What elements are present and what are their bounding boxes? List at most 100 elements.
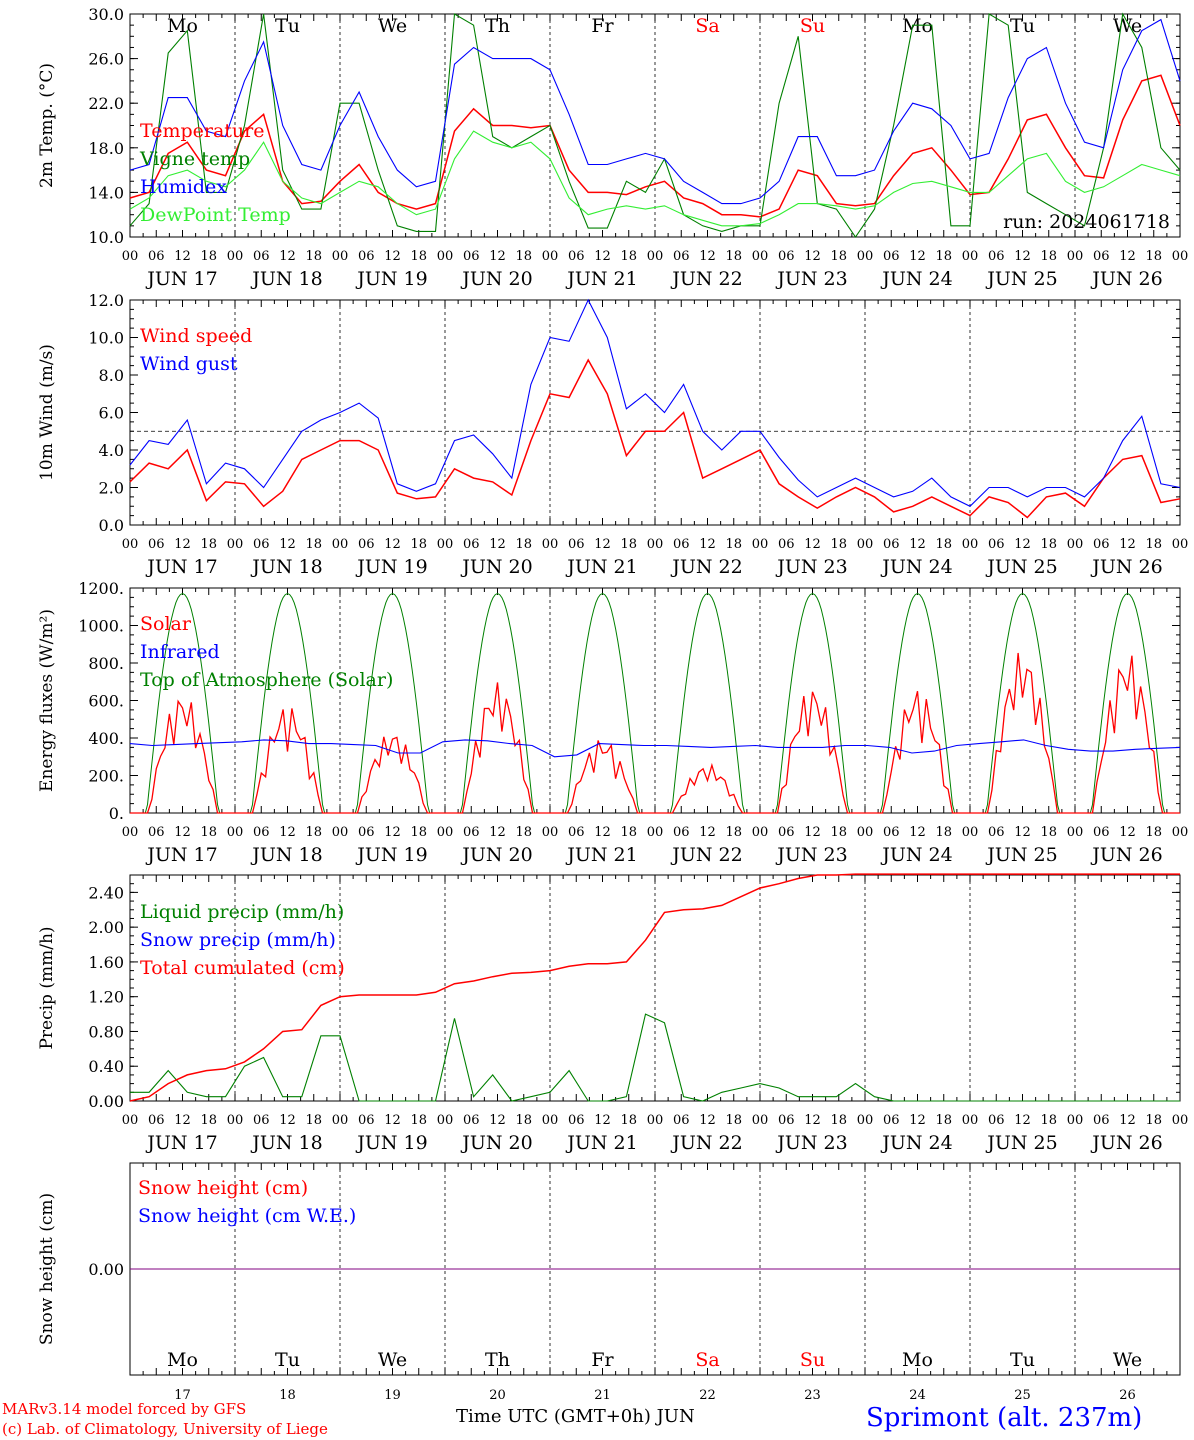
day-label: JUN 22: [670, 556, 742, 578]
lab-credit: (c) Lab. of Climatology, University of L…: [2, 1420, 328, 1438]
day-label: JUN 17: [145, 844, 217, 866]
hour-tick-label: 00: [647, 1113, 664, 1128]
hour-tick-label: 06: [253, 1113, 270, 1128]
weekday-label: Th: [485, 15, 510, 37]
hour-tick-label: 18: [725, 825, 742, 840]
day-label: JUN 21: [565, 1132, 637, 1154]
legend-item: Infrared: [140, 641, 220, 663]
panel-4: 0.00 0.40 0.80 1.20 1.60 2.00 2.40 Precip (mm/h…: [37, 873, 1188, 1154]
day-label: JUN 17: [145, 268, 217, 290]
hour-tick-label: 12: [384, 537, 401, 552]
hour-tick-label: 12: [594, 1113, 611, 1128]
hour-tick-label: 00: [227, 249, 244, 264]
hour-tick-label: 06: [778, 249, 795, 264]
day-label: JUN 21: [565, 268, 637, 290]
weekday-label: Th: [485, 1349, 510, 1371]
hour-tick-label: 00: [962, 825, 979, 840]
hour-tick-label: 12: [699, 1113, 716, 1128]
hour-tick-label: 00: [857, 825, 874, 840]
hour-tick-label: 12: [909, 249, 926, 264]
hour-tick-label: 00: [962, 249, 979, 264]
weekday-label: Fr: [591, 1349, 614, 1371]
day-label: JUN 25: [985, 844, 1057, 866]
hour-tick-label: 00: [122, 249, 139, 264]
hour-tick-label: 06: [778, 825, 795, 840]
day-number-label: 18: [279, 1388, 296, 1403]
hour-tick-label: 12: [804, 1113, 821, 1128]
hour-tick-label: 06: [988, 249, 1005, 264]
y-tick-label: 6.0: [99, 404, 124, 423]
y-axis-label: 2m Temp. (°C): [37, 63, 57, 188]
series-wind-speed: [129, 358, 1181, 519]
weekday-label: We: [378, 1349, 407, 1371]
hour-tick-label: 18: [305, 825, 322, 840]
hour-tick-label: 18: [1040, 249, 1057, 264]
hour-tick-label: 18: [830, 249, 847, 264]
hour-tick-label: 12: [1119, 249, 1136, 264]
hour-tick-label: 18: [935, 825, 952, 840]
legend-item: DewPoint Temp: [140, 204, 291, 226]
legend-item: Temperature: [140, 120, 264, 142]
hour-tick-label: 18: [620, 249, 637, 264]
day-label: JUN 17: [145, 1132, 217, 1154]
hour-tick-label: 18: [410, 1113, 427, 1128]
day-label: JUN 22: [670, 268, 742, 290]
legend-item: Snow precip (mm/h): [140, 929, 336, 951]
y-tick-label: 2.40: [88, 883, 124, 902]
day-label: JUN 26: [1090, 556, 1162, 578]
day-label: JUN 21: [565, 844, 637, 866]
y-tick-label: 22.0: [88, 94, 124, 113]
hour-tick-label: 12: [384, 825, 401, 840]
hour-tick-label: 06: [568, 1113, 585, 1128]
y-tick-label: 0.00: [88, 1260, 124, 1279]
legend-item: Vigne temp: [139, 148, 250, 170]
hour-tick-label: 12: [1119, 825, 1136, 840]
hour-tick-label: 12: [279, 537, 296, 552]
hour-tick-label: 12: [489, 537, 506, 552]
hour-tick-label: 06: [1093, 249, 1110, 264]
hour-tick-label: 00: [1067, 537, 1084, 552]
hour-tick-label: 00: [332, 1113, 349, 1128]
hour-tick-label: 12: [279, 1113, 296, 1128]
weekday-label: We: [378, 15, 407, 37]
series-infrared: [129, 739, 1181, 758]
y-tick-label: 1200.: [78, 579, 124, 598]
hour-tick-label: 00: [1067, 249, 1084, 264]
weekday-label: Mo: [167, 1349, 198, 1371]
hour-tick-label: 06: [358, 249, 375, 264]
day-label: JUN 20: [460, 556, 532, 578]
hour-tick-label: 00: [437, 825, 454, 840]
day-label: JUN 24: [880, 1132, 952, 1154]
y-tick-label: 600.: [88, 692, 124, 711]
hour-tick-label: 00: [752, 825, 769, 840]
hour-tick-label: 12: [699, 249, 716, 264]
hour-tick-label: 18: [935, 1113, 952, 1128]
day-label: JUN 18: [250, 1132, 322, 1154]
hour-tick-label: 06: [988, 825, 1005, 840]
weekday-label: We: [1113, 15, 1142, 37]
hour-tick-label: 12: [594, 249, 611, 264]
day-label: JUN 18: [250, 844, 322, 866]
y-tick-label: 10.0: [88, 228, 124, 247]
hour-tick-label: 18: [515, 825, 532, 840]
hour-tick-label: 06: [463, 537, 480, 552]
hour-tick-label: 00: [122, 1113, 139, 1128]
day-label: JUN 25: [985, 1132, 1057, 1154]
hour-tick-label: 12: [1014, 825, 1031, 840]
y-tick-label: 4.0: [99, 441, 124, 460]
hour-tick-label: 00: [227, 537, 244, 552]
hour-tick-label: 18: [620, 825, 637, 840]
hour-tick-label: 00: [332, 537, 349, 552]
hour-tick-label: 00: [752, 249, 769, 264]
weekday-label: Mo: [902, 15, 933, 37]
hour-tick-label: 18: [410, 537, 427, 552]
legend-item: Total cumulated (cm): [140, 957, 345, 979]
hour-tick-label: 00: [857, 249, 874, 264]
hour-tick-label: 12: [174, 249, 191, 264]
hour-tick-label: 06: [358, 1113, 375, 1128]
panel-1: 10.0 14.0 18.0 22.0 26.0 30.0 2m Temp. (°C) 00 0…: [37, 5, 1188, 290]
hour-tick-label: 00: [437, 1113, 454, 1128]
model-credit: MARv3.14 model forced by GFS: [2, 1400, 247, 1418]
legend-item: Liquid precip (mm/h): [140, 901, 344, 923]
hour-tick-label: 12: [174, 1113, 191, 1128]
